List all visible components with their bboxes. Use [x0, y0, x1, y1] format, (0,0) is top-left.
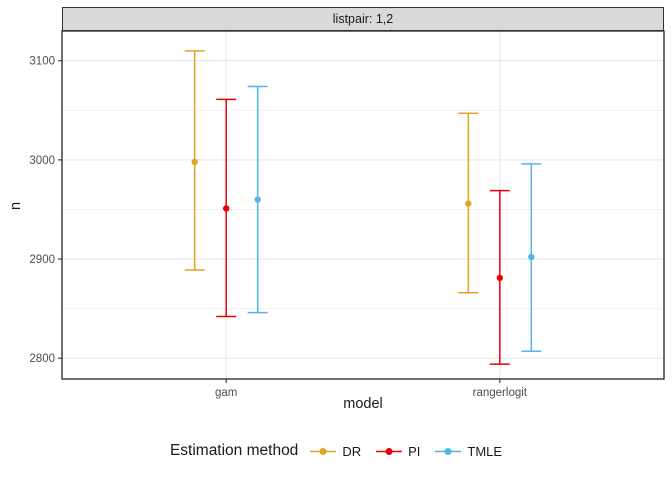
legend-key-point [319, 447, 327, 455]
point-DR-rangerlogit [465, 200, 472, 207]
facet-label: listpair: 1,2 [332, 12, 394, 26]
point-PI-rangerlogit [496, 274, 504, 282]
y-tick-label: 2800 [29, 353, 55, 365]
legend-entry-TMLE: TMLE [435, 444, 502, 459]
x-tick-label: rangerlogit [473, 387, 528, 399]
legend-key-point [385, 447, 393, 455]
pointrange-key-icon [310, 447, 337, 455]
legend-entry-label: TMLE [467, 443, 503, 459]
y-axis-title: n [8, 201, 24, 211]
legend: Estimation method DR PI TMLE [0, 438, 672, 464]
x-tick-label: gam [215, 387, 237, 399]
legend-title: Estimation method [169, 442, 299, 459]
legend-entry-DR: DR [310, 444, 361, 459]
point-DR-gam [191, 158, 198, 166]
y-tick-label: 3000 [29, 155, 55, 167]
legend-key-point [444, 447, 452, 455]
point-PI-gam [222, 205, 230, 212]
panel-border [61, 30, 665, 380]
legend-entry-PI: PI [376, 444, 420, 459]
facet-strip: listpair: 1,2 [62, 7, 664, 31]
point-TMLE-gam [254, 196, 261, 203]
pointrange-key-icon [435, 447, 462, 455]
y-tick-label: 2900 [29, 254, 55, 266]
y-tick-label: 3100 [29, 56, 55, 68]
legend-entry-label: DR [342, 443, 362, 459]
pointrange-key-icon [376, 447, 403, 455]
legend-entry-label: PI [408, 443, 421, 459]
point-TMLE-rangerlogit [528, 253, 535, 261]
x-axis-title: model [343, 396, 383, 412]
legend-entries: DR PI TMLE [310, 444, 502, 459]
